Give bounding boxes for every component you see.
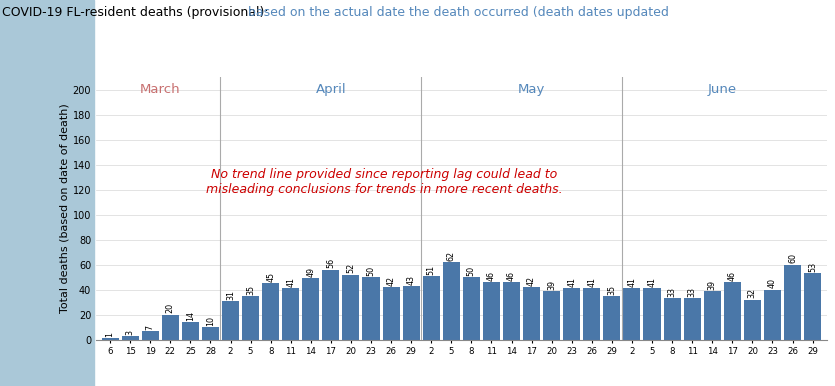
Text: 33: 33 — [668, 287, 676, 297]
Text: April: April — [316, 83, 347, 96]
Bar — [222, 301, 239, 340]
Text: 7: 7 — [146, 325, 154, 330]
Text: 41: 41 — [627, 277, 636, 287]
Bar — [162, 315, 179, 340]
Text: 46: 46 — [728, 271, 736, 281]
Bar — [102, 339, 119, 340]
Text: 62: 62 — [447, 251, 456, 261]
Text: 43: 43 — [407, 275, 416, 285]
Text: 35: 35 — [246, 284, 255, 295]
Text: 56: 56 — [326, 258, 336, 268]
Text: 10: 10 — [206, 316, 215, 326]
Text: 39: 39 — [708, 279, 716, 290]
Text: based on the actual date the death occurred (death dates updated: based on the actual date the death occur… — [248, 6, 669, 19]
Text: 60: 60 — [788, 254, 797, 263]
Text: 40: 40 — [768, 278, 777, 288]
Bar — [262, 283, 279, 340]
Text: 50: 50 — [467, 266, 476, 276]
Y-axis label: Total deaths (based on date of death): Total deaths (based on date of death) — [60, 103, 70, 313]
Bar — [804, 273, 821, 340]
Bar — [402, 286, 420, 340]
Bar — [563, 288, 580, 340]
Bar — [704, 291, 721, 340]
Bar — [443, 262, 460, 340]
Text: 42: 42 — [527, 276, 536, 286]
Text: 39: 39 — [547, 279, 556, 290]
Bar — [142, 331, 159, 340]
Text: 3: 3 — [125, 330, 134, 335]
Bar — [684, 298, 701, 340]
Text: 49: 49 — [306, 267, 316, 277]
Bar — [463, 277, 480, 340]
Bar — [342, 275, 360, 340]
Bar — [624, 288, 640, 340]
Bar — [483, 282, 500, 340]
Text: 53: 53 — [808, 262, 817, 272]
Text: 45: 45 — [266, 272, 276, 282]
Text: 31: 31 — [226, 290, 235, 300]
Text: 32: 32 — [748, 288, 757, 298]
Bar — [604, 296, 620, 340]
Text: 41: 41 — [647, 277, 656, 287]
Bar — [543, 291, 560, 340]
Text: 1: 1 — [105, 332, 114, 337]
Text: 35: 35 — [607, 284, 616, 295]
Bar — [584, 288, 600, 340]
Text: June: June — [708, 83, 736, 96]
Bar — [362, 277, 380, 340]
Text: 41: 41 — [286, 277, 296, 287]
Bar — [664, 298, 681, 340]
Text: 51: 51 — [427, 264, 436, 275]
Bar — [423, 276, 440, 340]
Bar — [382, 287, 400, 340]
Bar — [744, 300, 761, 340]
Bar — [302, 278, 319, 340]
Text: 14: 14 — [186, 311, 195, 321]
Text: May: May — [518, 83, 545, 96]
Bar — [202, 327, 219, 340]
Text: 20: 20 — [166, 303, 175, 313]
Text: 33: 33 — [688, 287, 696, 297]
Bar — [122, 336, 139, 340]
Text: No trend line provided since reporting lag could lead to
misleading conclusions : No trend line provided since reporting l… — [206, 168, 563, 196]
Bar — [282, 288, 299, 340]
Text: 52: 52 — [347, 263, 356, 273]
Text: 46: 46 — [487, 271, 496, 281]
Bar — [644, 288, 660, 340]
Text: 41: 41 — [567, 277, 576, 287]
Bar — [764, 290, 781, 340]
Bar — [784, 265, 801, 340]
Text: 50: 50 — [367, 266, 376, 276]
Bar — [523, 287, 540, 340]
Text: 42: 42 — [387, 276, 396, 286]
Text: 41: 41 — [587, 277, 596, 287]
Bar — [182, 322, 199, 340]
Bar — [724, 282, 741, 340]
Text: 46: 46 — [507, 271, 516, 281]
Bar — [322, 270, 339, 340]
Text: COVID-19 FL-resident deaths (provisional):: COVID-19 FL-resident deaths (provisional… — [2, 6, 272, 19]
Bar — [503, 282, 520, 340]
Text: March: March — [140, 83, 180, 96]
Bar — [242, 296, 259, 340]
